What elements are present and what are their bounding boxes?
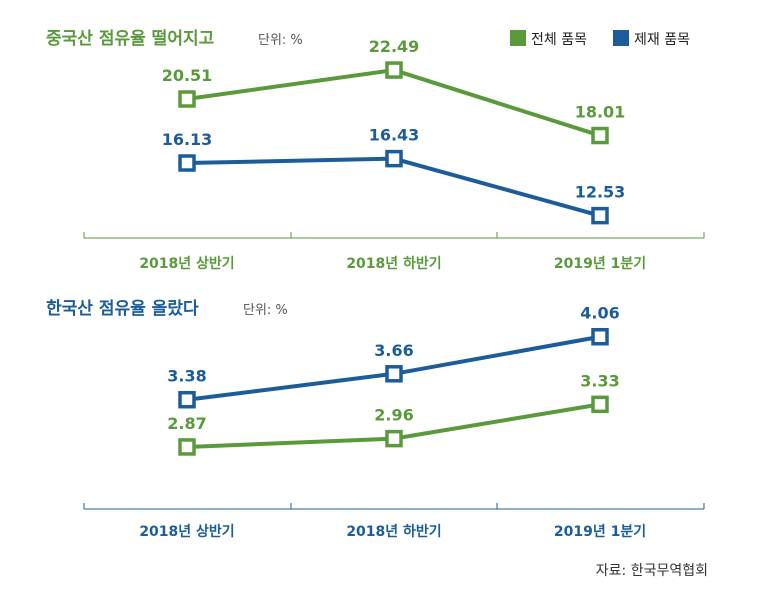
chart1-unit-label: 단위: %: [258, 33, 303, 48]
chart1-point-marker-total: [385, 61, 403, 79]
legend-swatch-total: [510, 30, 526, 46]
chart2-point-marker-total: [385, 429, 403, 448]
chart1-point-marker-sanctioned: [178, 154, 196, 172]
chart1-data-label-sanctioned: 16.43: [369, 126, 420, 145]
chart1-point-marker-total: [591, 126, 609, 145]
chart1-x-axis: 2018년 상반기 2018년 하반기 2019년 1분기: [83, 232, 705, 272]
chart1-data-label-sanctioned: 12.53: [575, 183, 626, 202]
chart2-x-axis: 2018년 상반기 2018년 하반기 2019년 1분기: [83, 503, 705, 540]
chart2-x-tick-label: 2019년 1분기: [554, 524, 646, 540]
legend-label-sanctioned: 제재 품목: [634, 32, 690, 48]
chart1-plot-area: 20.51 22.49 18.01 16.13 16.43 12.53: [162, 37, 626, 225]
chart2-title: 한국산 점유율 올랐다: [46, 299, 199, 319]
chart2-point-marker-sanctioned: [385, 365, 403, 383]
chart2-data-label-total: 2.96: [374, 406, 413, 425]
chart2-point-marker-sanctioned: [591, 327, 609, 346]
chart2-point-marker-total: [591, 395, 609, 414]
chart1-point-marker-sanctioned: [385, 149, 403, 168]
chart1-data-label-sanctioned: 16.13: [162, 130, 213, 149]
chart2-data-label-total: 3.33: [580, 371, 619, 390]
chart2-x-tick-label: 2018년 하반기: [346, 523, 441, 540]
legend-swatch-sanctioned: [613, 30, 629, 46]
chart2-x-tick-label: 2018년 상반기: [139, 523, 234, 540]
chart1-point-marker-total: [178, 90, 196, 108]
legend-label-total: 전체 품목: [531, 32, 587, 48]
chart2-data-label-sanctioned: 3.66: [374, 341, 413, 360]
chart1-data-label-total: 22.49: [369, 37, 420, 56]
chart1-data-label-total: 18.01: [575, 103, 626, 122]
chart1-x-tick-label: 2019년 1분기: [554, 256, 646, 272]
source-note: 자료: 한국무역협회: [596, 563, 708, 579]
chart2-data-label-sanctioned: 3.38: [167, 367, 206, 386]
chart2-plot-area: 3.38 3.66 4.06 2.87 2.96 3.33: [167, 304, 620, 456]
chart1-point-marker-sanctioned: [591, 206, 609, 225]
chart1-title: 중국산 점유율 떨어지고: [46, 29, 215, 49]
chart2-data-label-total: 2.87: [167, 414, 206, 433]
chart2-unit-label: 단위: %: [243, 303, 288, 318]
chart2-point-marker-sanctioned: [178, 390, 196, 409]
chart1-data-label-total: 20.51: [162, 66, 213, 85]
chart2-point-marker-total: [178, 438, 196, 456]
chart2-data-label-sanctioned: 4.06: [580, 304, 619, 323]
chart1-x-tick-label: 2018년 하반기: [346, 255, 441, 272]
chart1-x-tick-label: 2018년 상반기: [139, 255, 234, 272]
legend: 전체 품목 제재 품목: [510, 30, 690, 48]
